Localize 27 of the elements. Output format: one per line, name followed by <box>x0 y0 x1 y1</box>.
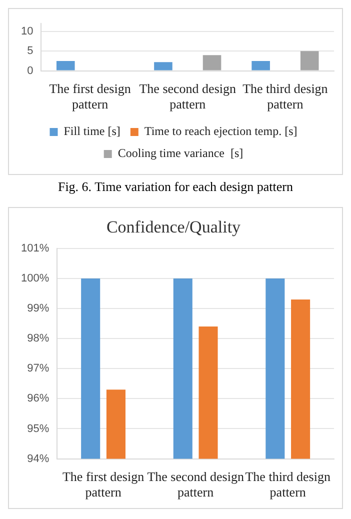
legend-label: Time to reach ejection temp. [s] <box>144 124 298 138</box>
legend-label: Cooling time variance [s] <box>118 146 244 160</box>
y-tick-label: 97% <box>27 362 50 375</box>
x-tick-label: The first design pattern <box>49 81 132 112</box>
bar <box>154 62 172 70</box>
y-tick-label: 94% <box>27 452 50 465</box>
x-tick-label: The second design pattern <box>139 81 236 112</box>
x-tick-label: The third design pattern <box>245 469 331 500</box>
y-tick-label: 10 <box>20 26 34 38</box>
bar <box>252 60 270 70</box>
y-tick-label: 100% <box>20 272 50 284</box>
caption: Fig. 6. Time variation for each design pattern <box>56 179 294 195</box>
bar <box>202 55 222 70</box>
y-tick-label: 99% <box>27 302 50 315</box>
y-tick-label: 98% <box>27 332 50 345</box>
bar <box>300 51 319 70</box>
y-tick-label: 101% <box>20 242 50 254</box>
chart-title: Confidence/Quality <box>106 218 242 237</box>
y-tick-label: 5 <box>27 45 34 58</box>
y-tick-label: 0 <box>27 64 34 77</box>
bar <box>56 60 75 70</box>
x-tick-label: The first design pattern <box>62 469 145 500</box>
x-tick-label: The third design pattern <box>242 81 328 112</box>
y-tick-label: 95% <box>27 422 50 435</box>
y-tick-label: 96% <box>27 392 50 405</box>
legend-label: Fill time [s] <box>64 124 120 138</box>
x-tick-label: The second design pattern <box>147 469 244 500</box>
